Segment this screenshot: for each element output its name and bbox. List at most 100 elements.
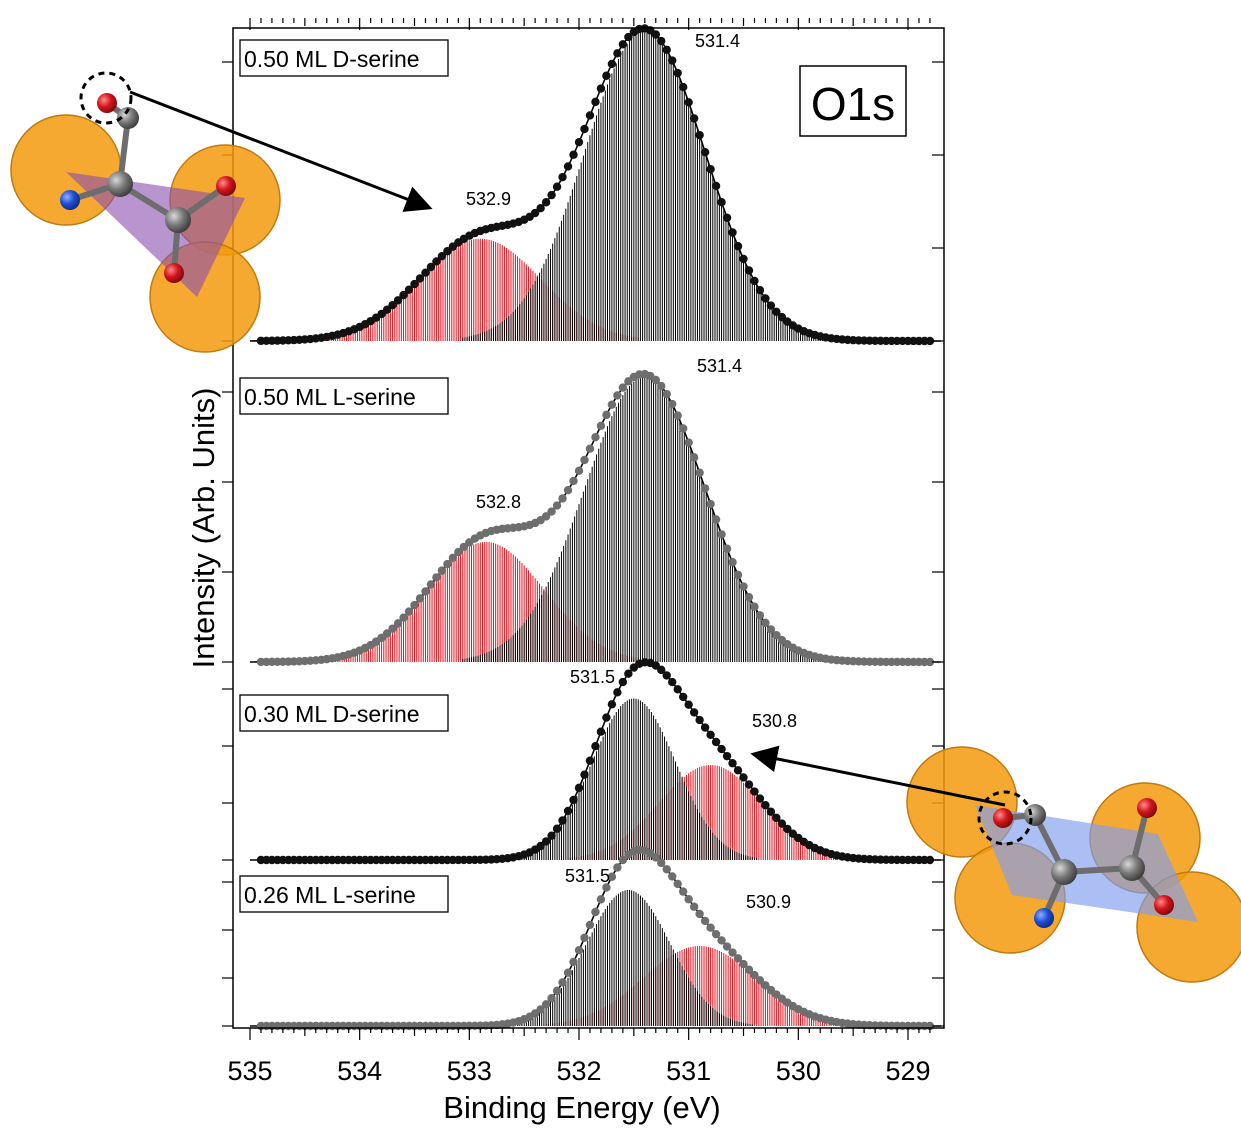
data-point	[580, 455, 589, 465]
data-point	[717, 530, 726, 539]
data-point	[766, 807, 776, 816]
data-point	[925, 855, 935, 865]
carbon-atom	[1119, 855, 1145, 881]
data-point	[569, 795, 578, 805]
data-point	[711, 737, 721, 747]
data-point	[410, 600, 419, 610]
data-point	[426, 580, 436, 589]
data-point	[695, 130, 704, 140]
data-point	[700, 723, 710, 732]
peak-position-label: 532.9	[466, 189, 511, 209]
data-point	[711, 515, 721, 524]
data-point	[678, 692, 688, 702]
data-point	[739, 582, 748, 591]
data-point	[728, 948, 737, 957]
data-point	[607, 59, 617, 69]
data-point	[689, 708, 699, 717]
data-point	[415, 274, 425, 283]
data-point	[618, 383, 628, 392]
data-point	[618, 677, 628, 687]
data-point	[761, 801, 770, 810]
data-point	[591, 742, 600, 751]
peak-position-label: 531.4	[697, 356, 742, 376]
data-point	[722, 751, 732, 761]
data-point	[744, 965, 754, 974]
molecule-illustration-flat	[750, 745, 1241, 983]
data-point	[569, 957, 578, 967]
data-point	[772, 630, 781, 640]
data-point	[668, 399, 677, 409]
data-point	[437, 566, 447, 575]
panel-sample-label-box	[239, 377, 449, 415]
data-point	[432, 573, 441, 582]
data-point	[673, 68, 682, 78]
spectrum-panel: 0.50 ML D-serine 531.4 532.9	[239, 24, 941, 346]
oxygen-atom	[993, 808, 1013, 828]
data-point	[673, 879, 682, 889]
data-point	[580, 933, 589, 942]
data-point	[750, 602, 759, 611]
data-point	[689, 453, 699, 462]
oxygen-atom	[164, 263, 184, 283]
data-point	[668, 872, 677, 881]
data-point	[739, 959, 748, 969]
data-point	[393, 619, 403, 628]
data-point	[761, 618, 770, 628]
data-point	[651, 853, 660, 862]
nitrogen-atom	[1034, 908, 1054, 928]
data-point	[591, 907, 600, 917]
data-point	[541, 198, 551, 207]
data-point	[574, 466, 584, 476]
data-point	[739, 254, 748, 264]
spectrum-panel: 0.26 ML L-serine 531.5 530.9	[239, 845, 941, 1031]
data-point	[530, 208, 540, 218]
molecule-illustration-upright	[10, 71, 433, 353]
data-point	[761, 294, 770, 303]
data-point	[700, 484, 710, 493]
data-point	[668, 56, 677, 65]
data-point	[657, 665, 666, 675]
fit-envelope-line	[250, 373, 941, 663]
data-point	[755, 285, 765, 295]
data-point	[722, 942, 732, 951]
data-point	[695, 715, 704, 725]
data-point	[602, 883, 611, 892]
data-point	[437, 251, 447, 261]
data-point	[657, 858, 666, 868]
data-point	[717, 936, 726, 945]
data-point	[613, 863, 622, 872]
panel-sample-label: 0.30 ML D-serine	[244, 701, 420, 727]
data-point	[563, 806, 573, 816]
data-point	[761, 981, 770, 990]
data-point	[684, 98, 693, 107]
data-point	[700, 147, 710, 157]
oxygen-atom	[97, 93, 117, 113]
data-point	[448, 553, 458, 563]
panel-sample-label-box	[239, 39, 449, 77]
data-point	[563, 968, 573, 977]
data-point	[673, 411, 682, 420]
data-point	[695, 909, 704, 919]
panel-sample-label: 0.50 ML D-serine	[244, 46, 420, 72]
data-point	[706, 499, 715, 509]
x-axis-tick-labels: 535 534 533 532 531 530 529	[227, 1056, 930, 1086]
carbon-atom	[1051, 859, 1077, 885]
spectrum-panel: 0.50 ML L-serine 531.4 532.8	[239, 356, 941, 667]
x-tick-label: 532	[556, 1056, 601, 1086]
data-point	[750, 970, 759, 980]
data-point	[750, 787, 759, 796]
peak-position-label: 531.5	[570, 667, 615, 687]
data-point	[421, 587, 430, 596]
data-point	[711, 929, 721, 939]
data-point	[421, 268, 430, 277]
data-point	[536, 203, 545, 213]
data-point	[569, 476, 578, 486]
data-point	[733, 766, 743, 775]
data-point	[574, 946, 584, 955]
pointer-arrow	[750, 745, 1006, 807]
data-point	[388, 624, 397, 633]
data-point	[744, 592, 754, 602]
carbon-atom	[107, 171, 133, 197]
data-point	[766, 625, 776, 634]
data-point	[596, 421, 606, 431]
